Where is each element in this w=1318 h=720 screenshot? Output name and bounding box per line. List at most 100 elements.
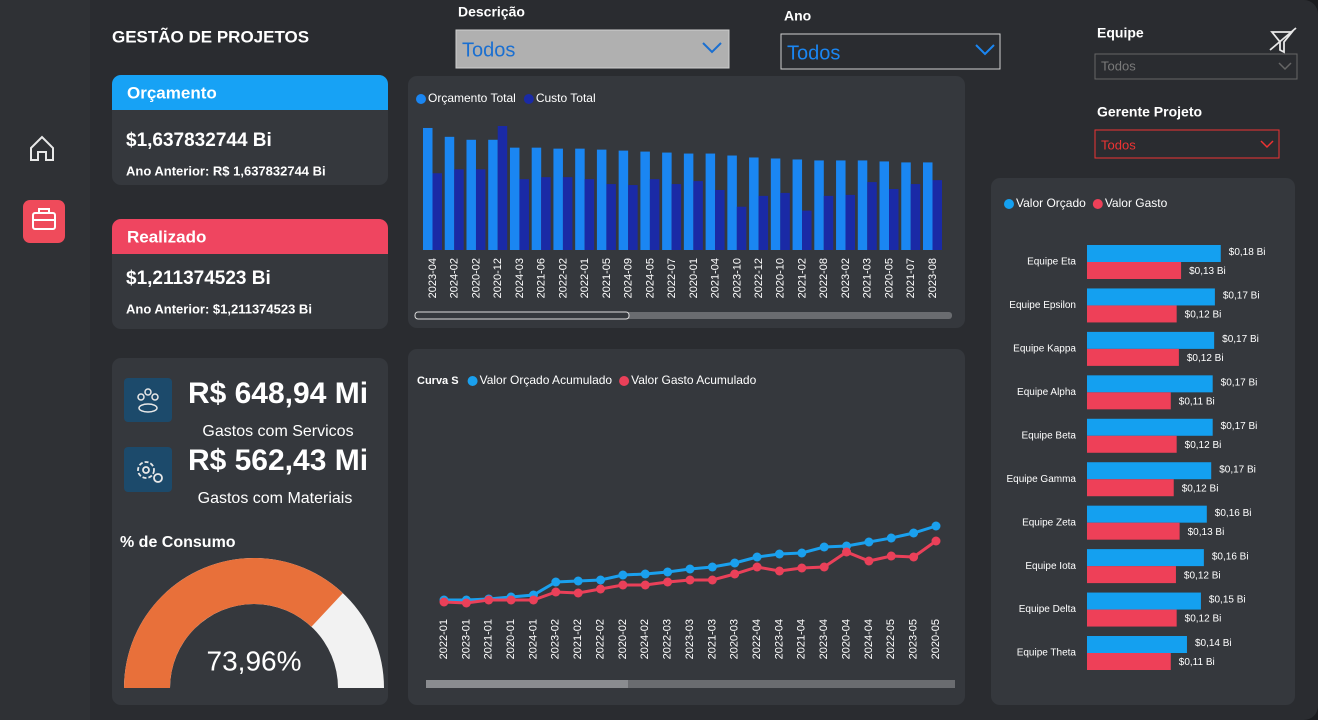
strike — [1269, 27, 1297, 51]
bar — [715, 189, 725, 250]
value-label: $0,17 Bi — [1221, 421, 1258, 432]
gauge-value — [124, 558, 343, 688]
x-tick-label: 2021-07 — [905, 258, 917, 298]
filter-label: Gerente Projeto — [1097, 104, 1202, 120]
filter-dropdown[interactable]: Todos — [1094, 129, 1280, 159]
chevron — [975, 44, 995, 56]
value-label: $0,12 Bi — [1185, 614, 1222, 625]
bar — [475, 169, 486, 250]
bar — [531, 147, 542, 250]
bar — [466, 139, 476, 250]
scroll-thumb[interactable] — [426, 680, 628, 688]
clear-filters[interactable] — [1269, 27, 1297, 54]
point — [573, 576, 583, 586]
card-title: Realizado — [127, 227, 206, 246]
point — [931, 536, 941, 546]
point — [842, 547, 852, 557]
dropdown-value: Todos — [1101, 137, 1136, 152]
point — [909, 528, 919, 538]
point — [774, 566, 784, 576]
project-button[interactable] — [23, 200, 65, 243]
bar — [1087, 348, 1179, 366]
legend-marker — [1004, 199, 1014, 209]
x-tick-label: 2022-12 — [753, 258, 765, 298]
legend-marker — [619, 376, 630, 386]
filter-dropdown[interactable]: Todos — [780, 33, 1001, 70]
x-tick-label: 2023-04 — [427, 258, 439, 298]
filter-label: Ano — [784, 8, 811, 24]
x-tick-label: 2021-03 — [862, 258, 874, 298]
x-tick-label: 2024-05 — [644, 258, 656, 298]
point — [886, 551, 896, 561]
value-label: $0,12 Bi — [1187, 353, 1224, 364]
x-tick-label: 2020-12 — [492, 258, 504, 298]
chevron — [702, 42, 722, 54]
bar — [649, 179, 660, 250]
y-tick-label: Equipe Theta — [1017, 648, 1077, 659]
point — [864, 537, 874, 547]
point — [797, 563, 807, 573]
value-label: $0,13 Bi — [1189, 266, 1226, 277]
x-tick-label: 2024-01 — [527, 619, 539, 659]
x-tick-label: 2023-10 — [731, 258, 743, 298]
point — [752, 562, 762, 572]
x-tick-label: 2024-02 — [639, 619, 651, 659]
point — [886, 533, 896, 543]
gear-icon — [137, 461, 163, 483]
point — [640, 569, 650, 579]
bar — [1087, 245, 1221, 262]
x-tick-label: 2023-04 — [773, 619, 785, 659]
dropdown-box — [455, 29, 730, 69]
x-tick-label: 2020-02 — [470, 258, 482, 298]
dropdown-value: Todos — [787, 42, 840, 64]
bar — [901, 162, 911, 250]
x-tick-label: 2022-02 — [594, 619, 606, 659]
point — [819, 542, 829, 552]
x-tick-label: 2022-01 — [438, 619, 450, 659]
point — [439, 597, 449, 607]
scroll-thumb[interactable] — [414, 311, 630, 320]
bar — [1087, 636, 1187, 653]
point — [774, 549, 784, 559]
dropdown-box — [1094, 129, 1280, 159]
nav-bar — [0, 0, 90, 720]
bar — [1087, 435, 1177, 453]
kpi-value: $1,211374523 Bi — [126, 268, 271, 289]
bar — [879, 161, 890, 250]
value-label: $0,14 Bi — [1195, 638, 1232, 649]
legend-marker — [467, 376, 478, 386]
filter-dropdown[interactable]: Todos — [455, 29, 730, 69]
filter-dropdown[interactable]: Todos — [1094, 53, 1298, 80]
x-tick-label: 2020-02 — [617, 619, 629, 659]
kpi-label: Gastos com Materiais — [198, 490, 353, 507]
bar — [628, 185, 638, 250]
x-tick-label: 2020-03 — [729, 619, 741, 659]
y-tick-label: Equipe Zeta — [1022, 517, 1076, 528]
home-shape — [30, 135, 54, 161]
x-tick-label: 2021-02 — [572, 619, 584, 659]
materials-icon — [124, 447, 172, 492]
dropdown-value: Todos — [1101, 58, 1136, 73]
panel — [408, 349, 965, 705]
x-tick-label: 2022-01 — [579, 258, 591, 298]
bar — [910, 184, 921, 250]
bar — [693, 181, 703, 250]
x-tick-label: 2020-01 — [688, 258, 700, 298]
x-tick-label: 2024-04 — [863, 619, 875, 659]
x-tick-label: 2021-02 — [796, 258, 808, 298]
bar — [736, 206, 747, 250]
bar — [1087, 549, 1204, 567]
legend-label: Custo Total — [536, 91, 596, 105]
briefcase-handle — [33, 208, 55, 221]
bar — [758, 195, 769, 250]
value-label: $0,16 Bi — [1212, 551, 1249, 562]
home-icon[interactable] — [30, 135, 54, 161]
bar — [1087, 609, 1177, 627]
legend-label: Valor Gasto Acumulado — [631, 373, 757, 387]
x-tick-label: 2022-07 — [666, 258, 678, 298]
legend-label: Orçamento Total — [428, 91, 516, 105]
bar — [836, 160, 846, 250]
bar — [857, 160, 868, 250]
value-label: $0,16 Bi — [1215, 508, 1252, 519]
point — [931, 521, 941, 531]
